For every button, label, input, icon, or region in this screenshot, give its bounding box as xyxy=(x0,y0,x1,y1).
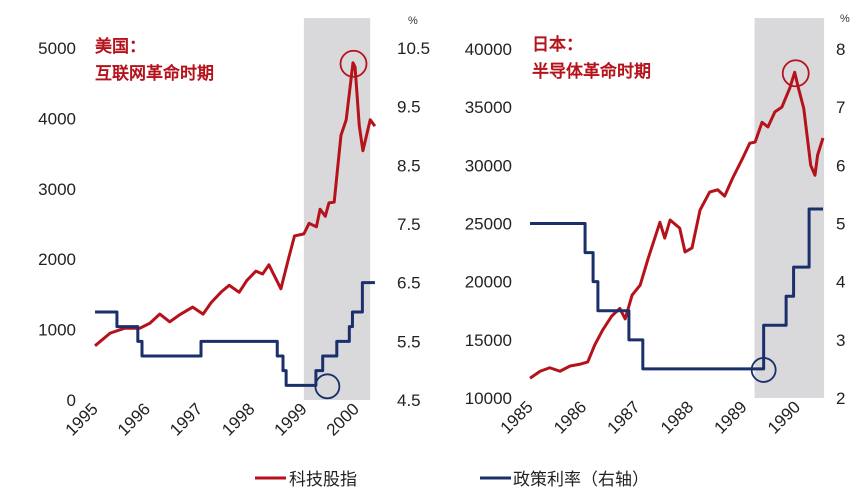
chart-title-line1: 美国： xyxy=(95,36,146,57)
legend-stock-label: 科技股指 xyxy=(289,470,357,489)
y-tick-right: 10.5 xyxy=(397,39,430,58)
y-tick-left: 10000 xyxy=(465,389,512,408)
y-tick-left: 40000 xyxy=(465,40,512,59)
chart-title-line2: 互联网革命时期 xyxy=(95,63,214,84)
right-axis-unit: % xyxy=(840,13,850,25)
y-tick-left: 35000 xyxy=(465,98,512,117)
y-tick-right: 8.5 xyxy=(397,156,421,175)
stock-index-line xyxy=(529,70,825,380)
x-tick: 1996 xyxy=(114,399,154,439)
y-tick-right: 7.5 xyxy=(397,215,421,234)
x-tick: 1986 xyxy=(550,397,590,437)
x-tick: 1987 xyxy=(604,397,644,437)
y-tick-left: 20000 xyxy=(465,273,512,292)
y-tick-right: 2 xyxy=(836,389,845,408)
y-tick-left: 25000 xyxy=(465,215,512,234)
chart-title-line1: 日本： xyxy=(532,34,583,55)
japan-chart: 日本： 半导体革命时期% 10000 15000 20000 25000 30000 3500… xyxy=(465,13,850,438)
peak-marker-circle xyxy=(781,59,810,88)
legend: 科技股指 政策利率（右轴） xyxy=(255,470,649,489)
y-tick-left: 3000 xyxy=(38,180,76,199)
y-tick-right: 4 xyxy=(836,273,845,292)
legend-rate-label: 政策利率（右轴） xyxy=(513,470,649,489)
x-tick: 1999 xyxy=(271,399,311,439)
chart-title-line2: 半导体革命时期 xyxy=(532,61,651,82)
x-tick: 1998 xyxy=(218,399,258,439)
us-chart: 美国： 互联网革命时期% 0 1000 2000 3000 4000 5000 4.5 5.5 6.… xyxy=(38,15,430,440)
y-tick-right: 9.5 xyxy=(397,98,421,117)
x-tick: 1990 xyxy=(764,397,804,437)
y-tick-right: 5.5 xyxy=(397,332,421,351)
y-tick-left: 0 xyxy=(67,391,76,410)
shaded-period xyxy=(303,18,371,400)
y-tick-right: 8 xyxy=(836,40,845,59)
y-tick-left: 15000 xyxy=(465,331,512,350)
y-tick-left: 1000 xyxy=(38,321,76,340)
y-tick-right: 5 xyxy=(836,215,845,234)
y-tick-left: 4000 xyxy=(38,109,76,128)
x-tick: 1997 xyxy=(166,399,206,439)
y-tick-right: 4.5 xyxy=(397,391,421,410)
y-tick-right: 7 xyxy=(836,98,845,117)
trough-marker-circle xyxy=(314,373,341,400)
y-tick-right: 6.5 xyxy=(397,274,421,293)
x-tick: 2000 xyxy=(323,399,363,439)
policy-rate-line xyxy=(530,207,823,371)
y-tick-left: 2000 xyxy=(38,250,76,269)
y-tick-left: 5000 xyxy=(38,39,76,58)
y-tick-right: 3 xyxy=(836,331,845,350)
right-axis-unit: % xyxy=(408,15,418,27)
y-tick-left: 30000 xyxy=(465,156,512,175)
stock-index-line xyxy=(94,61,377,347)
policy-rate-line xyxy=(95,281,375,387)
x-tick: 1989 xyxy=(711,397,751,437)
x-tick: 1988 xyxy=(657,397,697,437)
y-tick-right: 6 xyxy=(836,156,845,175)
peak-marker-circle xyxy=(339,49,368,78)
trough-marker-circle xyxy=(750,357,777,383)
